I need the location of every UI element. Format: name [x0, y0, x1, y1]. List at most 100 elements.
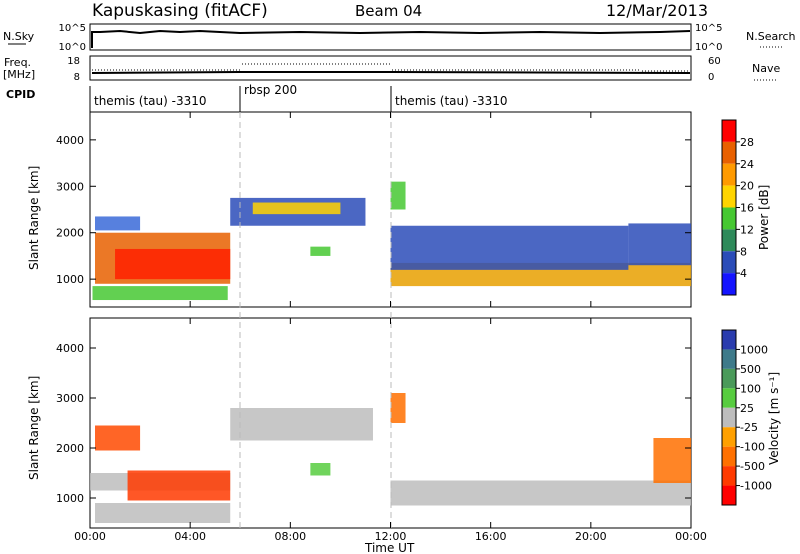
power-colorbar-swatch	[722, 229, 736, 252]
nsearch-label: N.Search	[746, 30, 796, 43]
velocity-colorbar-tick-label: -25	[740, 421, 758, 434]
velocity-colorbar-frame	[721, 329, 737, 506]
velocity-echo-region	[310, 463, 331, 476]
nave-tick-high: 60	[708, 56, 721, 67]
velocity-colorbar-tick-label: -1000	[740, 480, 772, 493]
velocity-colorbar-swatch	[722, 446, 736, 467]
velocity-colorbar-tick-label: -100	[740, 441, 765, 454]
power-colorbar-tick-label: 8	[740, 245, 747, 258]
velocity-colorbar-swatch	[722, 485, 736, 505]
power-colorbar-swatch	[722, 273, 736, 295]
velocity-colorbar-label: Velocity [m s⁻¹]	[767, 372, 781, 465]
beam-title: Beam 04	[355, 2, 422, 20]
velocity-y-tick-label: 2000	[56, 442, 84, 455]
nsearch-tick-high: 10^5	[695, 23, 722, 34]
freq-tick-low: 8	[74, 72, 80, 83]
velocity-colorbar-swatch	[722, 330, 736, 350]
nave-tick-low: 0	[708, 72, 714, 83]
cpid-segment-1: themis (tau) -3310	[94, 94, 207, 108]
power-colorbar-swatch	[722, 185, 736, 208]
velocity-y-tick-label: 1000	[56, 492, 84, 505]
velocity-echo-region	[230, 408, 373, 441]
velocity-colorbar-tick-label: 100	[740, 382, 761, 395]
velocity-echo-region	[95, 425, 141, 451]
nsky-tick-low: 10^0	[59, 42, 86, 53]
power-echo-region	[115, 248, 231, 280]
velocity-echo-region	[127, 470, 231, 501]
velocity-echo-region	[653, 438, 691, 483]
power-y-tick-label: 3000	[56, 180, 84, 193]
nsearch-tick-low: 10^0	[695, 42, 722, 53]
nsky-tick-high: 10^5	[59, 23, 86, 34]
cpid-segment-3: themis (tau) -3310	[395, 94, 508, 108]
power-echo-region	[390, 225, 629, 270]
velocity-colorbar-swatch	[722, 466, 736, 486]
power-y-tick-label: 4000	[56, 134, 84, 147]
power-colorbar-swatch	[722, 207, 736, 230]
power-echo-layer	[92, 181, 691, 301]
power-colorbar-swatch	[722, 141, 736, 164]
cpid-label: CPID	[6, 88, 35, 101]
power-colorbar-tick-label: 16	[740, 202, 754, 215]
power-colorbar-swatch	[722, 120, 736, 142]
velocity-colorbar-tick-label: 1000	[740, 343, 768, 356]
power-colorbar-tick-label: 28	[740, 136, 754, 149]
x-tick-label: 20:00	[575, 530, 607, 543]
velocity-y-tick-label: 3000	[56, 392, 84, 405]
velocity-colorbar-swatch	[722, 368, 736, 389]
power-y-label: Slant Range [km]	[27, 166, 41, 270]
velocity-echo-region	[390, 393, 406, 423]
nsky-panel: N.Sky 10^5 10^0 10^5 10^0 N.Search	[3, 23, 796, 53]
power-echo-region	[628, 223, 691, 266]
power-echo-region	[390, 181, 406, 210]
velocity-colorbar: 1000 500 100 25 -25 -100 -500 -1000	[721, 329, 772, 506]
velocity-echo-layer	[90, 393, 691, 523]
velocity-colorbar-swatch	[722, 427, 736, 447]
station-title: Kapuskasing (fitACF)	[92, 1, 268, 21]
nave-trace	[92, 63, 690, 72]
power-colorbar-tick-label: 24	[740, 158, 754, 171]
velocity-colorbar-tick-label: 500	[740, 363, 761, 376]
x-tick-label: 04:00	[174, 530, 206, 543]
cpid-row: CPID themis (tau) -3310 rbsp 200 themis …	[6, 83, 508, 112]
velocity-y-label: Slant Range [km]	[27, 376, 41, 480]
velocity-panel: 1000 2000 3000 4000 Slant Range [km]	[27, 317, 692, 529]
velocity-colorbar-swatch	[722, 388, 736, 408]
velocity-echo-region	[95, 503, 231, 523]
nave-label: Nave	[752, 62, 780, 75]
power-echo-region	[252, 202, 341, 215]
velocity-colorbar-tick-label: -500	[740, 460, 765, 473]
freq-tick-high: 18	[67, 56, 80, 67]
power-colorbar-label: Power [dB]	[757, 185, 771, 250]
power-colorbar-tick-label: 4	[740, 267, 747, 280]
freq-panel: Freq. [MHz] 18 8 60 0 Nave	[3, 55, 780, 83]
power-colorbar-tick-label: 20	[740, 180, 754, 193]
freq-trace	[91, 71, 691, 74]
power-colorbar-tick-label: 12	[740, 223, 754, 236]
x-tick-label: 16:00	[475, 530, 507, 543]
freq-label-1: Freq.	[4, 56, 31, 69]
x-tick-label: 00:00	[675, 530, 707, 543]
nsky-trace	[91, 29, 691, 48]
date-title: 12/Mar/2013	[606, 1, 708, 20]
time-axis: 00:00 04:00 08:00 12:00 16:00 20:00 00:00	[74, 112, 707, 543]
velocity-colorbar-swatch	[722, 407, 736, 428]
power-echo-region	[95, 216, 141, 231]
velocity-y-axis: 1000 2000 3000 4000	[56, 342, 691, 505]
power-y-tick-label: 2000	[56, 227, 84, 240]
velocity-colorbar-tick-label: 25	[740, 402, 754, 415]
x-axis-label: Time UT	[364, 541, 415, 554]
power-y-axis: 1000 2000 3000 4000	[56, 134, 691, 286]
freq-label-2: [MHz]	[3, 68, 35, 81]
x-tick-label: 12:00	[375, 530, 407, 543]
power-colorbar-swatch	[722, 163, 736, 186]
power-echo-region	[92, 286, 228, 301]
cpid-segment-2: rbsp 200	[244, 83, 297, 97]
x-tick-label: 00:00	[74, 530, 106, 543]
power-colorbar: 28 24 20 16 12 8 4	[721, 119, 754, 296]
power-echo-region	[310, 246, 331, 256]
velocity-colorbar-swatch	[722, 349, 736, 369]
velocity-y-tick-label: 4000	[56, 342, 84, 355]
power-colorbar-swatch	[722, 251, 736, 274]
